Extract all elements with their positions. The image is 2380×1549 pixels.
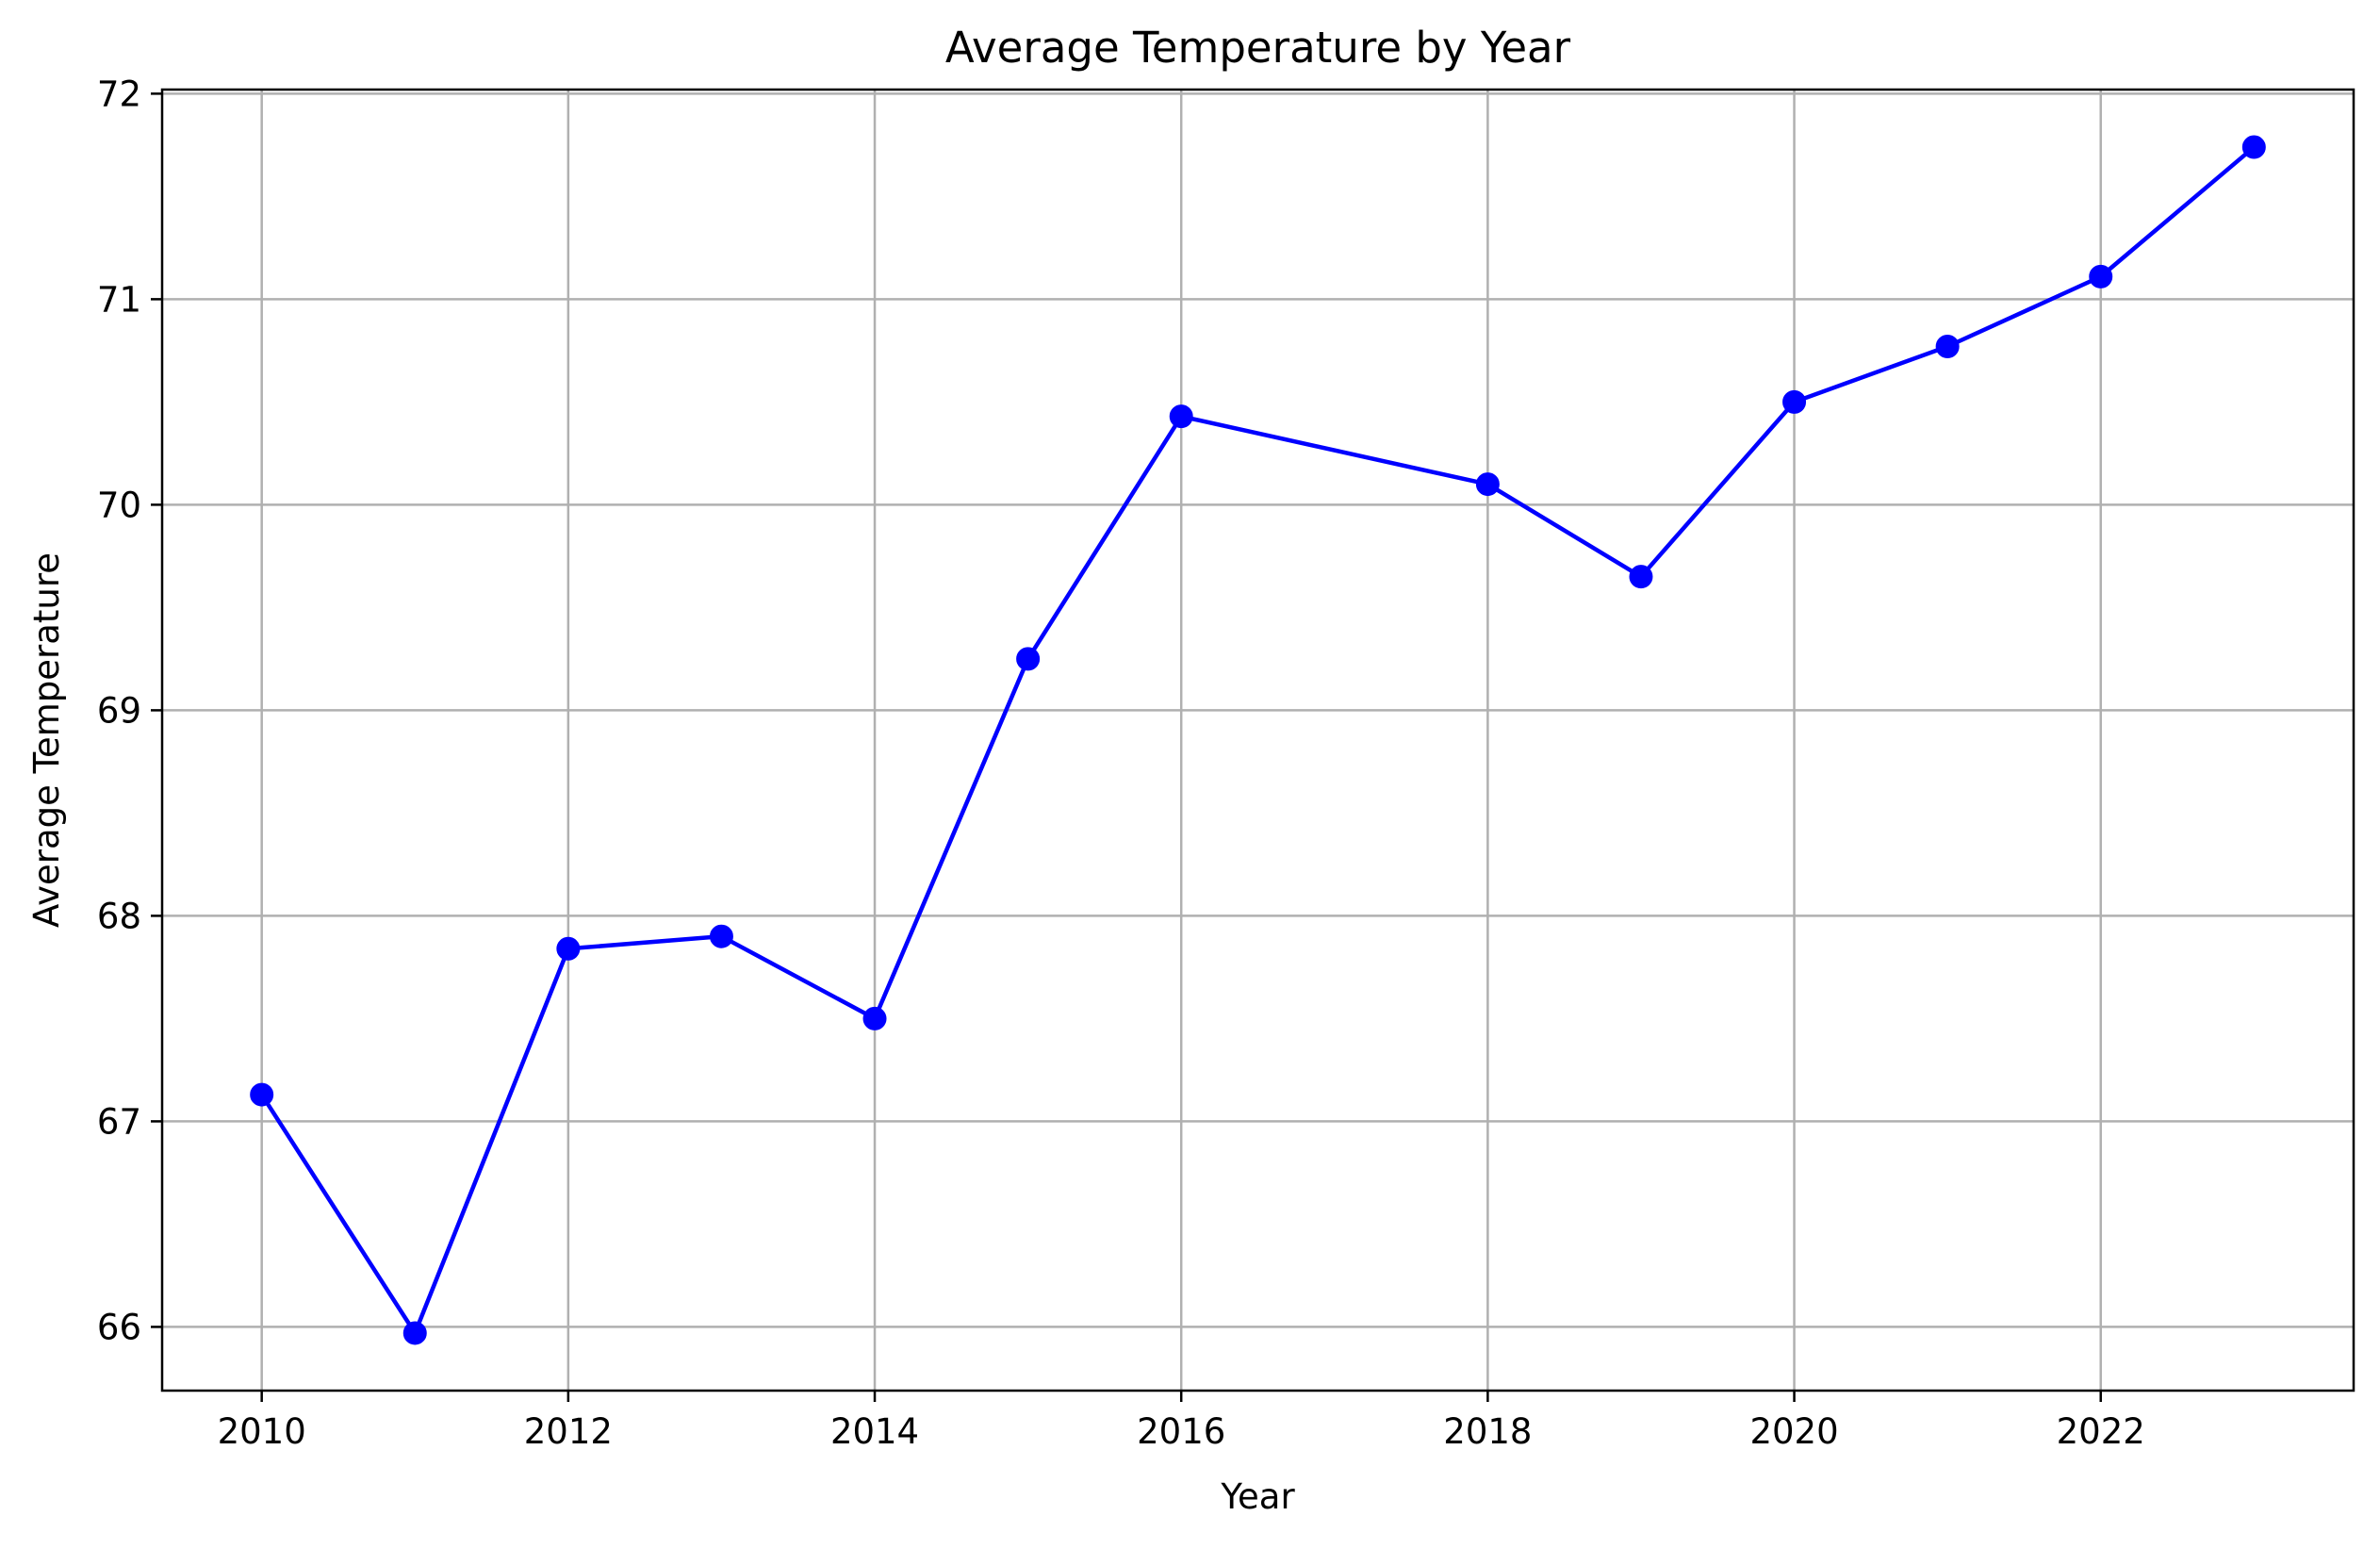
x-tick-label: 2020 bbox=[1749, 1411, 1838, 1452]
x-tick-label: 2010 bbox=[218, 1411, 306, 1452]
data-point bbox=[2089, 264, 2113, 288]
data-point bbox=[1629, 565, 1653, 589]
data-point bbox=[862, 1006, 887, 1030]
grid-lines bbox=[162, 90, 2354, 1391]
y-tick-label: 67 bbox=[97, 1101, 141, 1142]
y-tick-label: 71 bbox=[97, 279, 141, 320]
y-tick-label: 68 bbox=[97, 896, 141, 936]
axis-ticks: 2010 2012 2014 2016 2018 2020 2022 66 67 68 69 70 71… bbox=[97, 74, 2145, 1452]
x-tick-label: 2022 bbox=[2057, 1411, 2145, 1452]
plot-area-frame bbox=[160, 88, 2355, 1392]
y-axis-label: Average Temperature bbox=[26, 552, 67, 928]
data-point bbox=[1169, 404, 1193, 429]
data-point bbox=[250, 1082, 274, 1107]
data-point bbox=[556, 936, 581, 961]
data-point bbox=[1782, 389, 1807, 414]
data-point bbox=[709, 924, 733, 948]
y-tick-label: 66 bbox=[97, 1307, 141, 1347]
data-point bbox=[1935, 335, 1960, 359]
data-point bbox=[1475, 472, 1500, 497]
x-tick-label: 2014 bbox=[830, 1411, 919, 1452]
data-point bbox=[2241, 135, 2266, 159]
x-tick-label: 2018 bbox=[1443, 1411, 1532, 1452]
x-tick-label: 2012 bbox=[524, 1411, 613, 1452]
x-axis-label: Year bbox=[1220, 1476, 1295, 1517]
data-point bbox=[1016, 647, 1041, 671]
chart-title: Average Temperature by Year bbox=[945, 23, 1571, 73]
y-tick-label: 72 bbox=[97, 74, 141, 114]
data-point bbox=[402, 1321, 427, 1345]
data-series bbox=[250, 135, 2266, 1345]
y-tick-label: 69 bbox=[97, 690, 141, 731]
x-tick-label: 2016 bbox=[1137, 1411, 1225, 1452]
y-tick-label: 70 bbox=[97, 485, 141, 525]
